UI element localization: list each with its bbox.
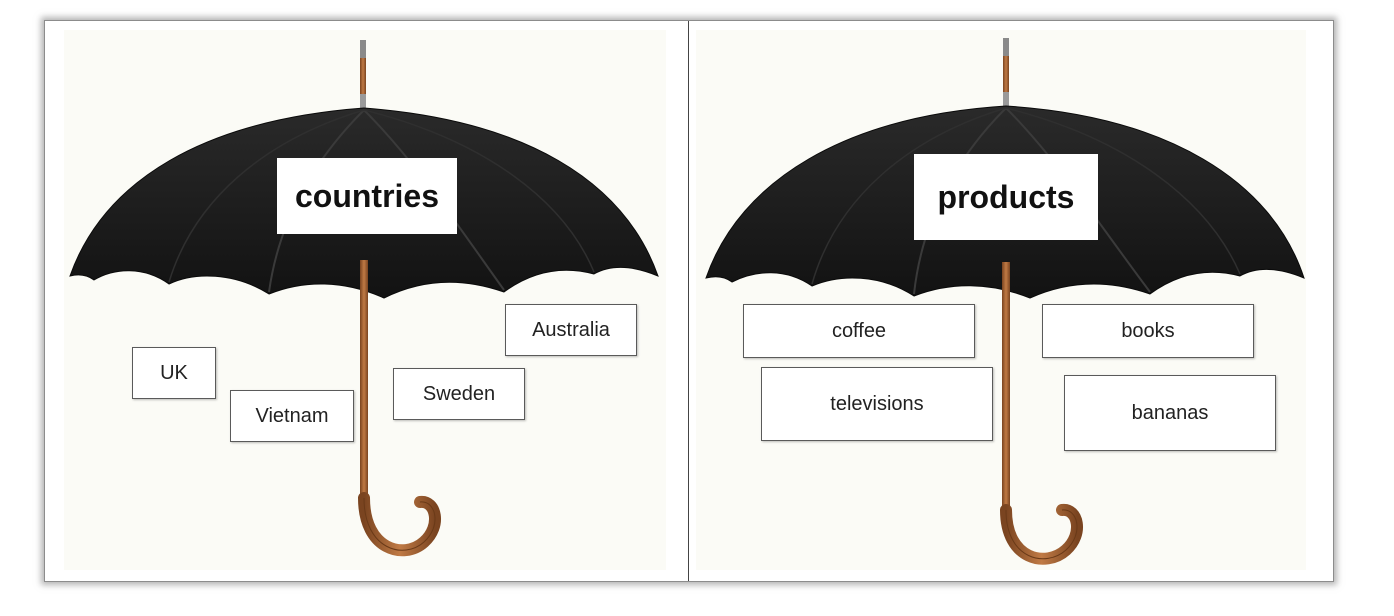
products-panel: products coffee books televisions banana… [696, 30, 1306, 570]
product-card-televisions[interactable]: televisions [761, 367, 993, 441]
country-card-uk[interactable]: UK [132, 347, 216, 399]
product-card-coffee[interactable]: coffee [743, 304, 975, 358]
country-card-vietnam[interactable]: Vietnam [230, 390, 354, 442]
products-title: products [914, 154, 1098, 240]
product-card-bananas[interactable]: bananas [1064, 375, 1276, 451]
product-card-books[interactable]: books [1042, 304, 1254, 358]
country-card-sweden[interactable]: Sweden [393, 368, 525, 420]
products-umbrella-illustration [705, 38, 1305, 565]
country-card-australia[interactable]: Australia [505, 304, 637, 356]
countries-panel: countries UK Vietnam Sweden Australia [64, 30, 666, 570]
countries-title: countries [277, 158, 457, 234]
panel-divider [688, 21, 689, 581]
countries-umbrella-illustration [69, 40, 659, 557]
